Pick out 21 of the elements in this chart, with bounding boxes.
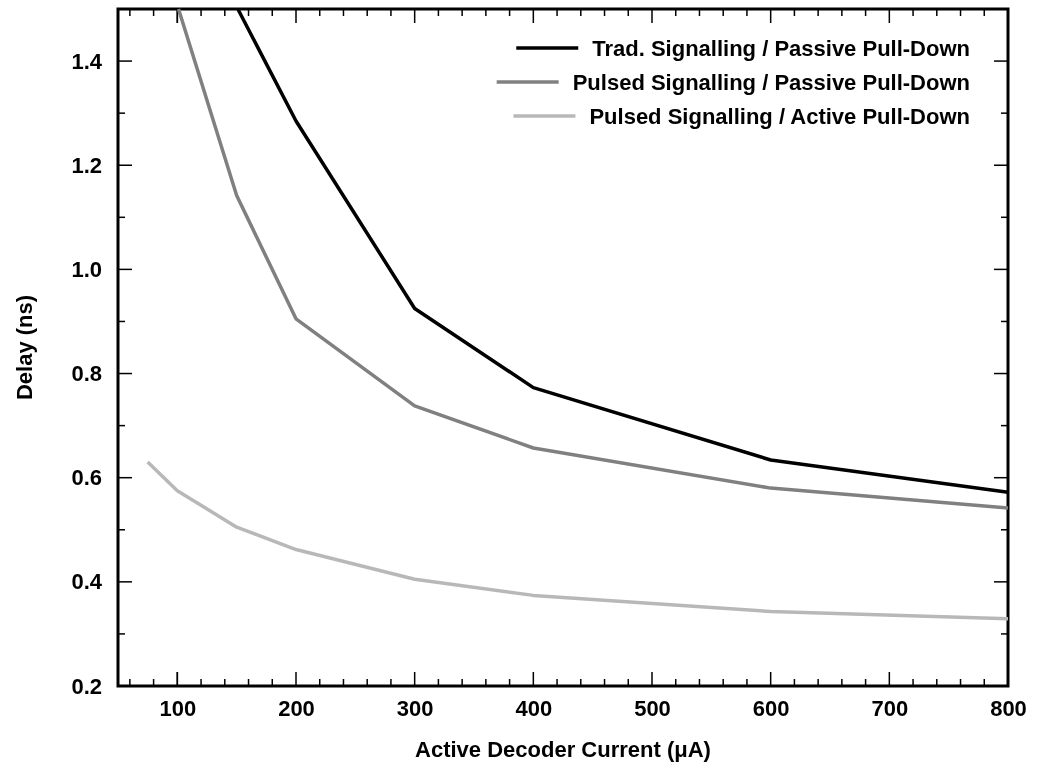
x-tick-label: 400: [515, 695, 553, 721]
x-tick-label: 700: [871, 695, 909, 721]
legend-label: Pulsed Signalling / Passive Pull-Down: [572, 70, 970, 95]
legend-label: Trad. Signalling / Passive Pull-Down: [592, 36, 970, 61]
y-tick-label: 0.4: [71, 569, 103, 595]
y-tick-label: 0.2: [71, 673, 102, 699]
y-axis-title: Delay (ns): [12, 294, 37, 401]
y-tick-label: 0.8: [71, 361, 102, 387]
x-tick-label: 100: [159, 695, 197, 721]
x-tick-label: 800: [990, 695, 1027, 721]
y-tick-label: 0.6: [71, 465, 102, 491]
x-tick-label: 200: [278, 695, 315, 721]
x-tick-label: 300: [396, 695, 434, 721]
y-tick-label: 1.2: [71, 152, 102, 178]
y-tick-label: 1.4: [71, 48, 103, 74]
legend-label: Pulsed Signalling / Active Pull-Down: [589, 104, 970, 129]
x-tick-label: 500: [634, 695, 671, 721]
x-tick-label: 600: [752, 695, 790, 721]
y-tick-label: 1.0: [71, 256, 102, 282]
x-axis-title: Active Decoder Current (μA): [415, 737, 711, 762]
line-series: [145, 460, 1010, 621]
